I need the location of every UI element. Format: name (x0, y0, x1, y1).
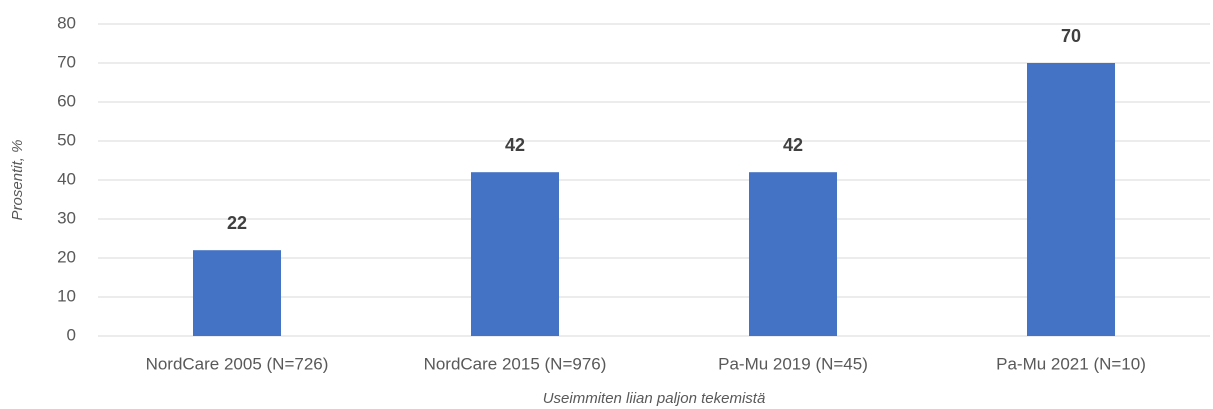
y-tick-label: 30 (57, 208, 76, 227)
x-tick-label: Pa-Mu 2019 (N=45) (718, 354, 868, 373)
y-tick-label: 80 (57, 13, 76, 32)
data-label: 42 (505, 135, 525, 155)
x-tick-label: NordCare 2005 (N=726) (146, 354, 329, 373)
y-tick-label: 50 (57, 130, 76, 149)
data-label: 22 (227, 213, 247, 233)
bar (193, 250, 281, 336)
data-label: 70 (1061, 26, 1081, 46)
y-tick-label: 40 (57, 169, 76, 188)
data-label: 42 (783, 135, 803, 155)
bar (749, 172, 837, 336)
y-tick-label: 20 (57, 247, 76, 266)
x-axis-title: Useimmiten liian paljon tekemistä (543, 390, 766, 407)
y-tick-label: 10 (57, 286, 76, 305)
y-tick-label: 0 (67, 325, 76, 344)
bar (1027, 63, 1115, 336)
y-tick-label: 70 (57, 52, 76, 71)
bar (471, 172, 559, 336)
y-tick-label: 60 (57, 91, 76, 110)
y-axis-title: Prosentit, % (9, 140, 26, 221)
x-tick-label: NordCare 2015 (N=976) (424, 354, 607, 373)
x-tick-label: Pa-Mu 2021 (N=10) (996, 354, 1146, 373)
